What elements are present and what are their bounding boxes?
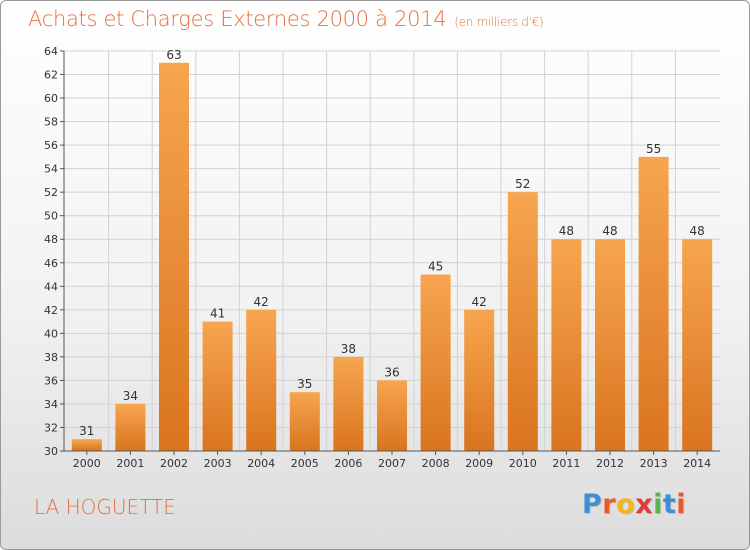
x-tick-label: 2002 — [160, 457, 188, 470]
y-tick-label: 44 — [44, 280, 58, 293]
x-tick-label: 2005 — [291, 457, 319, 470]
y-tick-label: 42 — [44, 304, 58, 317]
x-tick-label: 2014 — [683, 457, 711, 470]
data-label: 31 — [79, 424, 94, 438]
data-label: 55 — [646, 142, 661, 156]
bar — [377, 380, 407, 451]
bar — [420, 274, 451, 451]
x-tick-label: 2012 — [596, 457, 624, 470]
data-label: 48 — [690, 224, 705, 238]
y-tick-label: 36 — [44, 374, 58, 387]
data-label: 41 — [210, 307, 225, 321]
data-label: 36 — [384, 365, 399, 379]
location-name: LA HOGUETTE — [34, 495, 176, 519]
bar — [551, 239, 582, 451]
chart-subtitle: (en milliers d'€) — [454, 15, 544, 29]
data-label: 48 — [559, 224, 574, 238]
y-tick-label: 46 — [44, 257, 58, 270]
x-tick-label: 2003 — [204, 457, 232, 470]
bar — [682, 239, 713, 451]
y-tick-label: 50 — [44, 210, 58, 223]
x-tick-label: 2008 — [422, 457, 450, 470]
bar — [464, 309, 495, 451]
bar — [246, 309, 277, 451]
bars — [71, 62, 713, 452]
logo-letter: i — [653, 489, 663, 520]
y-tick-label: 54 — [44, 163, 58, 176]
chart-title: Achats et Charges Externes 2000 à 2014 (e… — [28, 7, 544, 31]
x-tick-label: 2004 — [247, 457, 275, 470]
y-tick-label: 52 — [44, 186, 58, 199]
bar — [595, 239, 625, 451]
data-label: 34 — [123, 389, 138, 403]
y-tick-label: 34 — [44, 398, 58, 411]
data-labels: 31 34 63 41 42 35 38 36 45 42 52 48 48 55 48 — [79, 48, 705, 438]
logo-letter: P — [582, 489, 603, 520]
data-label: 63 — [166, 48, 181, 62]
y-tick-label: 32 — [44, 421, 58, 434]
x-tick-label: 2000 — [73, 457, 101, 470]
x-tick-label: 2009 — [465, 457, 493, 470]
data-label: 45 — [428, 260, 443, 274]
proxiti-logo: Proxiti — [582, 489, 686, 520]
x-tick-label: 2001 — [116, 457, 144, 470]
logo-letter: r — [602, 489, 617, 520]
data-label: 42 — [472, 295, 487, 309]
y-tick-label: 62 — [44, 69, 58, 82]
data-label: 42 — [254, 295, 269, 309]
y-tick-label: 38 — [44, 351, 58, 364]
y-tick-label: 56 — [44, 139, 58, 152]
y-tick-label: 58 — [44, 116, 58, 129]
y-tick-label: 64 — [44, 45, 58, 58]
y-tick-label: 60 — [44, 92, 58, 105]
bar — [638, 156, 669, 451]
x-tick-label: 2013 — [640, 457, 668, 470]
data-label: 48 — [602, 224, 617, 238]
data-label: 38 — [341, 342, 356, 356]
bar — [159, 62, 189, 451]
logo-letter: o — [616, 489, 636, 520]
axes: 30 32 34 36 38 40 42 44 46 48 50 52 54 56 58 60 62 64 2000… — [44, 45, 720, 470]
data-label: 35 — [297, 377, 312, 391]
bar — [289, 392, 320, 451]
x-tick-label: 2010 — [509, 457, 537, 470]
bar — [202, 321, 233, 451]
data-label: 52 — [515, 177, 530, 191]
bar — [333, 356, 364, 451]
x-tick-label: 2007 — [378, 457, 406, 470]
bar — [115, 403, 146, 451]
x-tick-label: 2006 — [334, 457, 362, 470]
logo-letter: t — [662, 489, 677, 520]
chart-title-text: Achats et Charges Externes 2000 à 2014 — [28, 7, 447, 31]
y-tick-label: 40 — [44, 327, 58, 340]
x-tick-label: 2011 — [552, 457, 580, 470]
bar — [507, 192, 538, 452]
logo-letter: x — [635, 489, 654, 520]
y-tick-label: 48 — [44, 233, 58, 246]
y-tick-label: 30 — [44, 445, 58, 458]
bar — [71, 439, 102, 451]
logo-letter: i — [676, 489, 687, 520]
